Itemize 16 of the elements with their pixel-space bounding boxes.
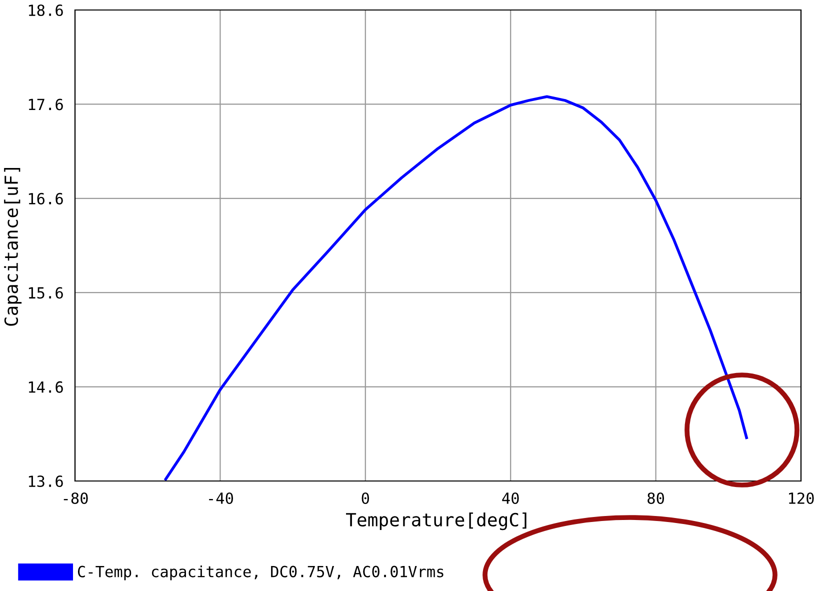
y-tick-label: 17.6 [28, 98, 63, 110]
x-axis-title: Temperature[degC] [346, 512, 526, 530]
x-tick-label: 80 [648, 492, 664, 504]
x-tick-label: -80 [64, 492, 88, 504]
x-tick-label: 120 [789, 492, 814, 504]
x-tick-label: 0 [362, 492, 370, 504]
x-tick-label: 40 [502, 492, 519, 504]
line-series [164, 95, 748, 481]
y-tick-label: 16.6 [28, 192, 63, 204]
x-tick-label: -40 [209, 492, 234, 504]
y-axis-title: Capacitance[uF] [4, 168, 22, 326]
y-tick-label: 15.6 [28, 287, 63, 299]
y-tick-label: 14.6 [28, 381, 63, 393]
y-tick-label: 13.6 [28, 476, 63, 488]
y-tick-label: 18.6 [28, 4, 63, 16]
legend-label: C-Temp. capacitance, DC0.75V, AC0.01Vrms [78, 566, 444, 580]
